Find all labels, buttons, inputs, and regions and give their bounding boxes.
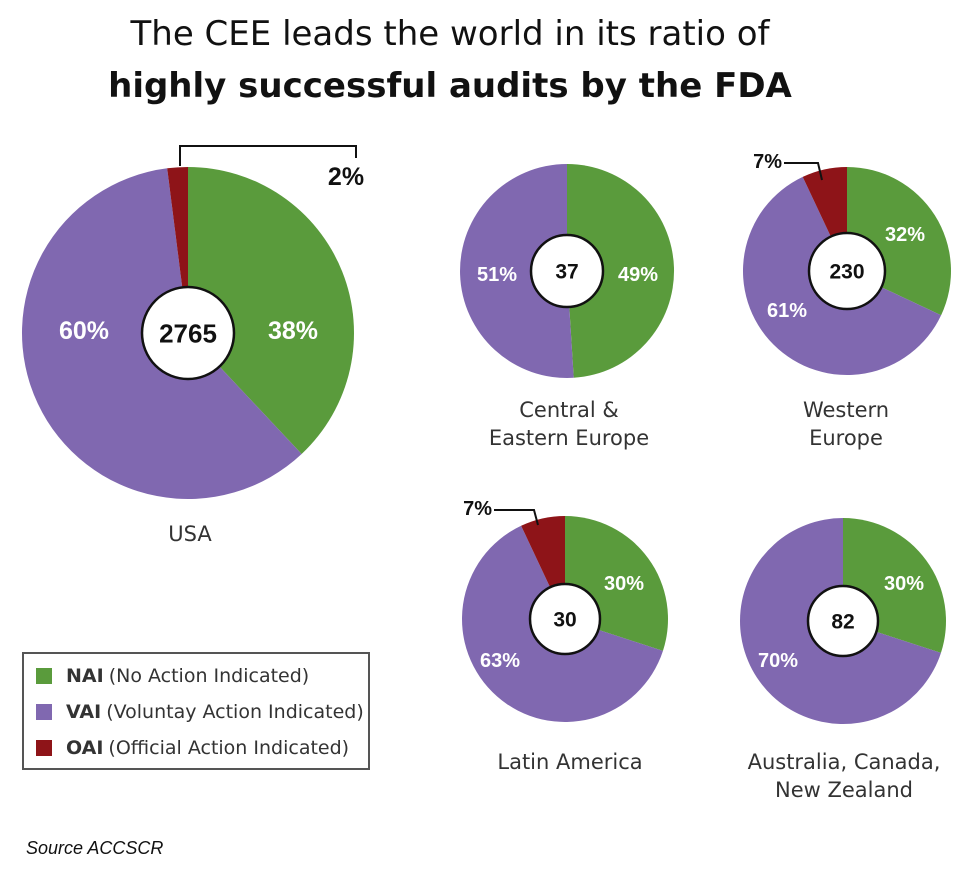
pie-slice-nai	[567, 164, 675, 378]
pie-center-circle	[528, 582, 602, 656]
slice-label-nai: 38%	[268, 317, 318, 345]
legend-item-oai: OAI (Official Action Indicated)	[36, 736, 349, 760]
chart-title-line2: highly successful audits by the FDA	[108, 66, 792, 106]
slice-label-vai: 70%	[758, 650, 798, 672]
slice-label-vai: 61%	[767, 300, 807, 322]
source-note: Source ACCSCR	[26, 838, 164, 858]
slice-label-nai: 32%	[885, 224, 925, 246]
caption-western-europe: Western Europe	[802, 398, 890, 450]
legend-item-vai: VAI (Voluntay Action Indicated)	[36, 700, 364, 724]
pie-total-label: 82	[831, 611, 854, 634]
slice-label-vai: 60%	[59, 317, 109, 345]
callout-line	[784, 162, 823, 181]
pie-total-label: 37	[555, 261, 578, 284]
pie-slice-vai	[460, 164, 574, 378]
slice-label-nai: 30%	[884, 573, 924, 595]
pie-center-circle	[806, 584, 880, 658]
legend: NAI (No Action Indicated) VAI (Voluntay Ac…	[22, 652, 370, 770]
legend-swatch-nai	[36, 668, 52, 684]
callout-label-oai: 7%	[463, 498, 492, 520]
callout-label-oai: 7%	[753, 151, 782, 173]
pie-slice-nai	[188, 167, 354, 455]
caption-acnz: Australia, Canada, New Zealand	[747, 750, 941, 802]
caption-usa: USA	[168, 522, 212, 546]
pie-total-label: 30	[553, 609, 576, 632]
chart-title-line1: The CEE leads the world in its ratio of	[130, 14, 770, 54]
callout-label-oai: 2%	[328, 163, 364, 191]
pie-total-label: 230	[829, 261, 864, 284]
caption-latin-america: Latin America	[497, 750, 643, 774]
caption-cee: Central & Eastern Europe	[488, 398, 650, 450]
slice-label-vai: 51%	[477, 264, 517, 286]
slice-label-vai: 63%	[480, 650, 520, 672]
legend-swatch-vai	[36, 704, 52, 720]
pie-center-circle	[140, 285, 236, 381]
pie-total-label: 2765	[159, 318, 217, 348]
callout-line	[179, 145, 357, 166]
callout-line	[494, 509, 539, 526]
legend-swatch-oai	[36, 740, 52, 756]
pie-center-circle	[807, 231, 887, 311]
legend-item-nai: NAI (No Action Indicated)	[36, 664, 309, 688]
pie-center-circle	[529, 233, 605, 309]
slice-label-nai: 30%	[604, 573, 644, 595]
slice-label-nai: 49%	[618, 264, 658, 286]
